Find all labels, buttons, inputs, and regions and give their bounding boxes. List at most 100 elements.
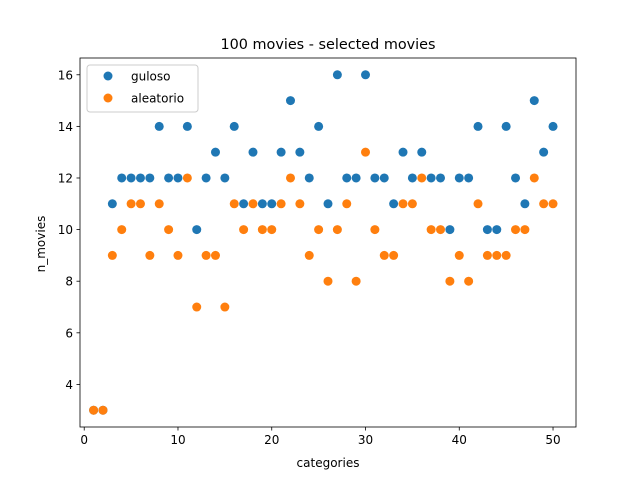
data-point-aleatorio	[417, 173, 427, 183]
data-point-aleatorio	[173, 250, 183, 260]
data-point-guloso	[257, 199, 267, 209]
x-tick-label: 50	[545, 433, 560, 447]
data-point-guloso	[351, 173, 361, 183]
data-point-aleatorio	[229, 199, 239, 209]
data-point-guloso	[445, 225, 455, 235]
data-point-guloso	[370, 173, 380, 183]
data-point-guloso	[304, 173, 314, 183]
data-point-aleatorio	[454, 250, 464, 260]
x-tick-label: 0	[80, 433, 88, 447]
data-point-guloso	[379, 173, 389, 183]
data-point-aleatorio	[248, 199, 258, 209]
data-point-guloso	[135, 173, 145, 183]
legend-marker-guloso	[103, 71, 113, 81]
data-point-aleatorio	[201, 250, 211, 260]
data-point-guloso	[210, 147, 220, 157]
data-point-guloso	[285, 96, 295, 106]
y-tick-label: 6	[65, 326, 73, 340]
data-point-aleatorio	[501, 250, 511, 260]
y-tick-label: 16	[58, 68, 73, 82]
data-point-aleatorio	[407, 199, 417, 209]
data-point-guloso	[154, 121, 164, 131]
data-point-aleatorio	[464, 276, 474, 286]
y-tick-label: 8	[65, 275, 73, 289]
data-point-aleatorio	[210, 250, 220, 260]
data-point-guloso	[361, 70, 371, 80]
data-point-aleatorio	[473, 199, 483, 209]
data-point-guloso	[539, 147, 549, 157]
data-point-guloso	[426, 173, 436, 183]
data-point-guloso	[389, 199, 399, 209]
data-point-aleatorio	[389, 250, 399, 260]
data-point-aleatorio	[426, 225, 436, 235]
data-point-guloso	[267, 199, 277, 209]
axes-frame	[79, 57, 577, 428]
data-point-guloso	[492, 225, 502, 235]
series-guloso	[89, 70, 558, 415]
data-point-guloso	[520, 199, 530, 209]
data-point-guloso	[511, 173, 521, 183]
data-point-guloso	[332, 70, 342, 80]
data-point-aleatorio	[304, 250, 314, 260]
data-point-aleatorio	[511, 225, 521, 235]
series-aleatorio	[89, 147, 558, 415]
data-point-aleatorio	[257, 225, 267, 235]
data-point-guloso	[501, 121, 511, 131]
data-point-aleatorio	[351, 276, 361, 286]
x-axis-label: categories	[297, 456, 360, 470]
x-tick-label: 20	[264, 433, 279, 447]
data-point-aleatorio	[267, 225, 277, 235]
data-point-aleatorio	[192, 302, 202, 312]
chart-title: 100 movies - selected movies	[220, 37, 435, 53]
data-point-aleatorio	[370, 225, 380, 235]
data-point-guloso	[220, 173, 230, 183]
legend-label-guloso: guloso	[131, 70, 171, 84]
data-point-guloso	[164, 173, 174, 183]
data-point-guloso	[464, 173, 474, 183]
y-tick-label: 12	[58, 171, 73, 185]
data-point-guloso	[342, 173, 352, 183]
data-point-aleatorio	[539, 199, 549, 209]
x-tick-label: 40	[452, 433, 467, 447]
data-point-aleatorio	[126, 199, 136, 209]
y-axis-label: n_movies	[34, 216, 48, 273]
data-point-aleatorio	[295, 199, 305, 209]
data-point-aleatorio	[445, 276, 455, 286]
data-point-aleatorio	[548, 199, 558, 209]
y-tick-label: 4	[65, 378, 73, 392]
data-point-guloso	[548, 121, 558, 131]
data-point-aleatorio	[398, 199, 408, 209]
x-tick-label: 10	[170, 433, 185, 447]
data-point-guloso	[529, 96, 539, 106]
data-point-aleatorio	[520, 225, 530, 235]
data-point-guloso	[117, 173, 127, 183]
data-point-aleatorio	[145, 250, 155, 260]
data-point-guloso	[192, 225, 202, 235]
data-point-guloso	[229, 121, 239, 131]
data-point-aleatorio	[164, 225, 174, 235]
data-point-guloso	[436, 173, 446, 183]
data-point-guloso	[417, 147, 427, 157]
legend-marker-aleatorio	[103, 93, 113, 103]
data-point-aleatorio	[332, 225, 342, 235]
data-point-guloso	[107, 199, 117, 209]
data-point-guloso	[276, 147, 286, 157]
y-tick-label: 10	[58, 223, 73, 237]
data-point-aleatorio	[361, 147, 371, 157]
data-point-guloso	[473, 121, 483, 131]
data-point-aleatorio	[89, 405, 99, 415]
plot-area: 0 10 20 30 40 50 4 6 8 10 12 14 16	[58, 57, 577, 447]
data-point-guloso	[145, 173, 155, 183]
data-point-guloso	[201, 173, 211, 183]
data-point-aleatorio	[482, 250, 492, 260]
data-point-guloso	[482, 225, 492, 235]
data-point-guloso	[248, 147, 258, 157]
data-point-guloso	[126, 173, 136, 183]
data-point-aleatorio	[529, 173, 539, 183]
data-point-aleatorio	[436, 225, 446, 235]
data-point-aleatorio	[98, 405, 108, 415]
data-point-aleatorio	[135, 199, 145, 209]
data-point-aleatorio	[107, 250, 117, 260]
data-point-guloso	[323, 199, 333, 209]
data-point-guloso	[295, 147, 305, 157]
